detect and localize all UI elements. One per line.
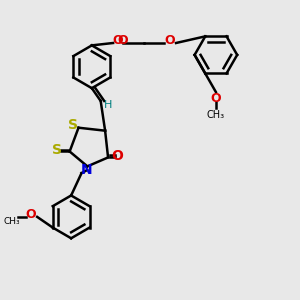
- Text: CH₃: CH₃: [207, 110, 225, 120]
- Text: S: S: [52, 143, 62, 157]
- Text: O: O: [118, 34, 128, 47]
- Text: O: O: [211, 92, 221, 105]
- Text: H: H: [104, 100, 112, 110]
- Text: O: O: [112, 34, 123, 47]
- Text: O: O: [25, 208, 36, 221]
- Text: S: S: [68, 118, 78, 132]
- Text: O: O: [165, 34, 176, 47]
- Text: N: N: [81, 163, 93, 177]
- Text: CH₃: CH₃: [3, 218, 20, 226]
- Text: O: O: [112, 149, 124, 163]
